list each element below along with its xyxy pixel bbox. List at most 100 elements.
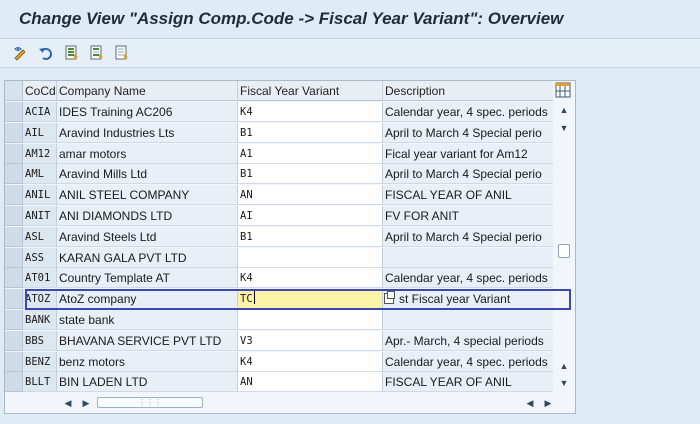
row-select-button[interactable] xyxy=(5,164,23,185)
row-select-button[interactable] xyxy=(5,206,23,226)
company-name-cell: ANIL STEEL COMPANY xyxy=(57,185,238,206)
fiscal-year-variant-input[interactable]: AI xyxy=(238,206,383,226)
table-row[interactable]: ACIA IDES Training AC206 K4 Calendar year, … xyxy=(5,102,553,122)
fiscal-year-variant-input[interactable] xyxy=(238,310,383,330)
row-select-button[interactable] xyxy=(5,226,23,247)
company-code-cell-text: ANIT xyxy=(25,210,51,222)
row-select-button[interactable] xyxy=(5,268,23,289)
fiscal-year-variant-input[interactable]: B1 xyxy=(238,122,383,143)
row-select-button[interactable] xyxy=(5,310,23,330)
row-select-button[interactable] xyxy=(5,289,23,310)
company-name-cell-text: Aravind Mills Ltd xyxy=(59,167,148,182)
scroll-far-right-arrow-icon[interactable]: ▶ xyxy=(544,398,552,408)
fiscal-year-variant-input[interactable] xyxy=(238,247,383,268)
select-block-icon[interactable] xyxy=(87,43,107,63)
fiscal-year-variant-input-text: TC xyxy=(240,293,253,306)
company-code-cell: BENZ xyxy=(23,351,57,372)
company-name-cell: amar motors xyxy=(57,143,238,164)
deselect-all-icon[interactable] xyxy=(112,43,132,63)
select-all-rows-button[interactable] xyxy=(5,81,23,101)
value-help-icon[interactable] xyxy=(384,291,395,305)
company-name-cell: BIN LADEN LTD xyxy=(57,372,238,393)
undo-icon[interactable] xyxy=(36,43,56,63)
company-code-cell-text: AIL xyxy=(25,126,44,139)
company-name-cell-text: Aravind Industries Lts xyxy=(59,125,175,140)
fiscal-year-variant-input[interactable]: K4 xyxy=(238,351,383,372)
table-row[interactable]: BANK state bank xyxy=(5,310,553,330)
fiscal-year-variant-input[interactable]: K4 xyxy=(238,268,383,289)
company-name-cell: Country Template AT xyxy=(57,268,238,289)
company-code-cell-text: BBS xyxy=(25,334,44,347)
scroll-left-arrow-icon[interactable]: ◀ xyxy=(64,398,72,408)
row-select-button[interactable] xyxy=(5,351,23,372)
company-code-cell-text: BENZ xyxy=(25,355,51,368)
table-row[interactable]: BBS BHAVANA SERVICE PVT LTD V3 Apr.- March,… xyxy=(5,330,553,351)
row-select-button[interactable] xyxy=(5,185,23,206)
row-select-button[interactable] xyxy=(5,372,23,393)
table-row[interactable]: ATOZ AtoZ company TC st Fiscal year Variant xyxy=(5,289,553,310)
display-change-icon[interactable] xyxy=(11,43,31,63)
company-name-cell: IDES Training AC206 xyxy=(57,102,238,122)
table-row[interactable]: ASL Aravind Steels Ltd B1 April to March 4 … xyxy=(5,226,553,247)
table-row[interactable]: ASS KARAN GALA PVT LTD xyxy=(5,247,553,268)
description-cell: FISCAL YEAR OF ANIL xyxy=(383,372,553,393)
fiscal-year-variant-input[interactable]: AN xyxy=(238,372,383,393)
fiscal-year-variant-input[interactable]: V3 xyxy=(238,330,383,351)
horizontal-scrollbar[interactable]: ◀ ▶ ⋮⋮⋮ ◀ ▶ xyxy=(5,393,575,413)
table-row[interactable]: AT01 Country Template AT K4 Calendar year, … xyxy=(5,268,553,289)
table-row[interactable]: BLLT BIN LADEN LTD AN FISCAL YEAR OF ANIL xyxy=(5,372,553,393)
company-name-cell-text: KARAN GALA PVT LTD xyxy=(59,250,187,265)
description-cell-text: FISCAL YEAR OF ANIL xyxy=(385,375,512,390)
fiscal-year-variant-input[interactable]: B1 xyxy=(238,164,383,185)
fiscal-year-variant-input-text: K4 xyxy=(240,355,253,368)
company-code-cell-text: AML xyxy=(25,168,44,181)
table-row[interactable]: ANIL ANIL STEEL COMPANY AN FISCAL YEAR OF A… xyxy=(5,185,553,206)
company-name-cell: state bank xyxy=(57,310,238,330)
company-code-cell: AT01 xyxy=(23,268,57,289)
column-header-description[interactable]: Description xyxy=(383,81,553,101)
table-header: CoCd Company Name Fiscal Year Variant De… xyxy=(5,81,553,101)
column-header-company-name[interactable]: Company Name xyxy=(57,81,238,101)
fiscal-year-variant-input-text: B1 xyxy=(240,230,253,243)
company-name-cell-text: benz motors xyxy=(59,354,126,369)
scroll-up-arrow-icon[interactable]: ▲ xyxy=(559,105,569,115)
row-select-button[interactable] xyxy=(5,102,23,122)
table-row[interactable]: AIL Aravind Industries Lts B1 April to Marc… xyxy=(5,122,553,143)
text-cursor xyxy=(253,291,255,305)
table-row[interactable]: AML Aravind Mills Ltd B1 April to March 4 S… xyxy=(5,164,553,185)
row-select-button[interactable] xyxy=(5,330,23,351)
table-row[interactable]: AM12 amar motors A1 Fical year variant for … xyxy=(5,143,553,164)
company-code-cell: BBS xyxy=(23,330,57,351)
description-cell-text: Calendar year, 4 spec. periods xyxy=(385,271,548,286)
fiscal-year-variant-input[interactable]: K4 xyxy=(238,102,383,122)
fiscal-year-variant-input[interactable]: A1 xyxy=(238,143,383,164)
scroll-page-up-arrow-icon[interactable]: ▲ xyxy=(559,361,569,371)
fiscal-year-variant-input[interactable]: AN xyxy=(238,185,383,206)
vertical-scrollbar[interactable]: ▲ ▼ ▲ ▼ xyxy=(555,102,573,392)
select-all-icon[interactable] xyxy=(62,43,82,63)
company-name-cell-text: IDES Training AC206 xyxy=(59,105,173,119)
column-header-fiscal-year-variant[interactable]: Fiscal Year Variant xyxy=(238,81,383,101)
column-header-cocd[interactable]: CoCd xyxy=(23,81,57,101)
fiscal-year-variant-input[interactable]: TC xyxy=(238,289,383,310)
scroll-far-left-arrow-icon[interactable]: ◀ xyxy=(526,398,534,408)
description-cell: April to March 4 Special perio xyxy=(383,122,553,143)
table-row[interactable]: BENZ benz motors K4 Calendar year, 4 spec. … xyxy=(5,351,553,372)
row-select-button[interactable] xyxy=(5,247,23,268)
company-code-cell: ACIA xyxy=(23,102,57,122)
scroll-down-arrow-icon[interactable]: ▼ xyxy=(559,123,569,133)
fiscal-year-variant-input[interactable]: B1 xyxy=(238,226,383,247)
description-cell: Calendar year, 4 spec. periods xyxy=(383,351,553,372)
fiscal-year-variant-input-text: B1 xyxy=(240,126,253,139)
horizontal-scroll-thumb[interactable]: ⋮⋮⋮ xyxy=(97,397,203,408)
application-toolbar xyxy=(0,38,700,68)
row-select-button[interactable] xyxy=(5,122,23,143)
row-select-button[interactable] xyxy=(5,143,23,164)
scroll-right-arrow-icon[interactable]: ▶ xyxy=(82,398,90,408)
scroll-page-down-arrow-icon[interactable]: ▼ xyxy=(559,378,569,388)
vertical-scroll-thumb[interactable] xyxy=(558,244,570,258)
table-settings-icon[interactable] xyxy=(555,82,571,98)
page-title: Change View "Assign Comp.Code -> Fiscal … xyxy=(19,9,564,28)
company-code-cell-text: AM12 xyxy=(25,147,51,160)
table-row[interactable]: ANIT ANI DIAMONDS LTD AI FV FOR ANIT xyxy=(5,206,553,226)
